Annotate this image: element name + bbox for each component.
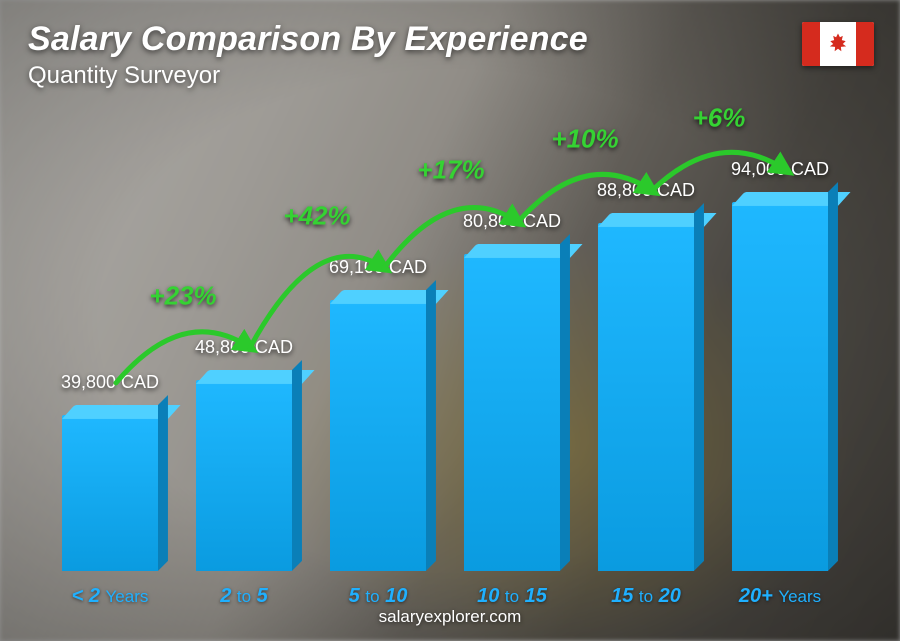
bar-side-face [292,360,302,571]
bar-front [598,223,694,571]
salary-bar-chart: 39,800 CAD< 2 Years48,800 CAD2 to 5 69,10… [48,110,842,571]
bar-front [464,254,560,571]
x-axis-category: < 2 Years [72,585,149,608]
bar-front [62,415,158,571]
bar-side-face [828,182,838,571]
bar-value-label: 80,800 CAD [463,211,561,232]
bar-value-label: 48,800 CAD [195,337,293,358]
bar-value-label: 39,800 CAD [61,372,159,393]
bar-group: 39,800 CAD< 2 Years [54,110,166,571]
bar-side-face [560,234,570,571]
percent-change-label: +17% [417,155,484,186]
bar [598,223,694,571]
flag-canada-icon [802,22,874,66]
percent-change-label: +6% [693,103,746,134]
bar [732,202,828,571]
bar-side-face [426,280,436,571]
percent-change-label: +10% [551,123,618,154]
infographic-root: Salary Comparison By Experience Quantity… [0,0,900,641]
bar-side-face [694,203,704,571]
bar [330,300,426,571]
bar-group: 94,000 CAD20+ Years [724,110,836,571]
x-axis-category: 15 to 20 [611,585,681,608]
page-subtitle: Quantity Surveyor [28,62,220,90]
bar [464,254,560,571]
x-axis-category: 10 to 15 [477,585,547,608]
bar-front [330,300,426,571]
page-title: Salary Comparison By Experience [28,20,588,59]
footer-attribution: salaryexplorer.com [0,607,900,627]
bar-front [196,380,292,571]
bar-front [732,202,828,571]
bar-group: 88,800 CAD15 to 20 [590,110,702,571]
bar-value-label: 88,800 CAD [597,180,695,201]
bar [196,380,292,571]
bar-value-label: 94,000 CAD [731,159,829,180]
maple-leaf-icon [826,32,850,56]
percent-change-label: +23% [149,280,216,311]
percent-change-label: +42% [283,200,350,231]
bar-side-face [158,395,168,571]
bar-value-label: 69,100 CAD [329,257,427,278]
x-axis-category: 2 to 5 [220,585,268,608]
x-axis-category: 5 to 10 [349,585,408,608]
bar-group: 48,800 CAD2 to 5 [188,110,300,571]
x-axis-category: 20+ Years [739,585,821,608]
bar [62,415,158,571]
